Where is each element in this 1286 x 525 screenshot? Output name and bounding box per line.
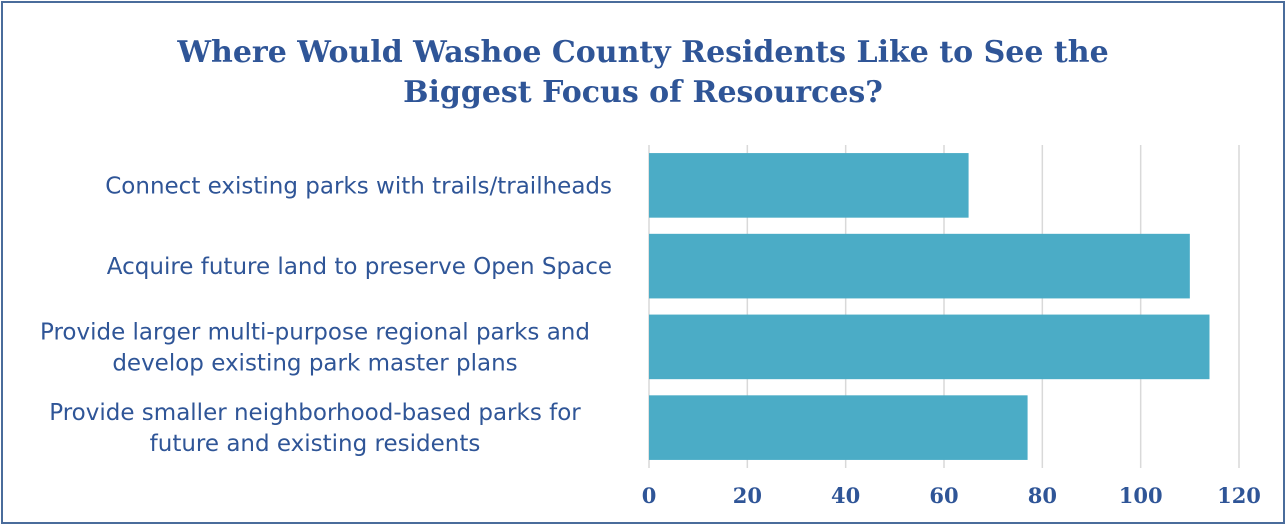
category-label: Provide smaller neighborhood-based parks… <box>49 400 581 426</box>
x-tick-label: 120 <box>1217 483 1261 508</box>
x-tick-label: 40 <box>831 483 860 508</box>
category-label: future and existing residents <box>150 431 481 457</box>
x-tick-label: 20 <box>733 483 762 508</box>
category-label: Connect existing parks with trails/trail… <box>105 173 612 199</box>
category-label: Provide larger multi-purpose regional pa… <box>40 319 590 345</box>
category-label: Acquire future land to preserve Open Spa… <box>107 254 612 280</box>
category-label: develop existing park master plans <box>112 350 517 376</box>
bar <box>649 314 1210 380</box>
x-tick-label: 0 <box>642 483 657 508</box>
chart-title-line-1: Where Would Washoe County Residents Like… <box>177 35 1109 70</box>
bar <box>649 153 969 218</box>
x-tick-label: 100 <box>1119 483 1163 508</box>
x-tick-label: 80 <box>1028 483 1057 508</box>
chart-title-line-2: Biggest Focus of Resources? <box>403 75 883 110</box>
bar <box>649 233 1190 299</box>
bar <box>649 395 1028 460</box>
x-tick-label: 60 <box>929 483 958 508</box>
chart-title: Where Would Washoe County Residents Like… <box>3 33 1283 113</box>
